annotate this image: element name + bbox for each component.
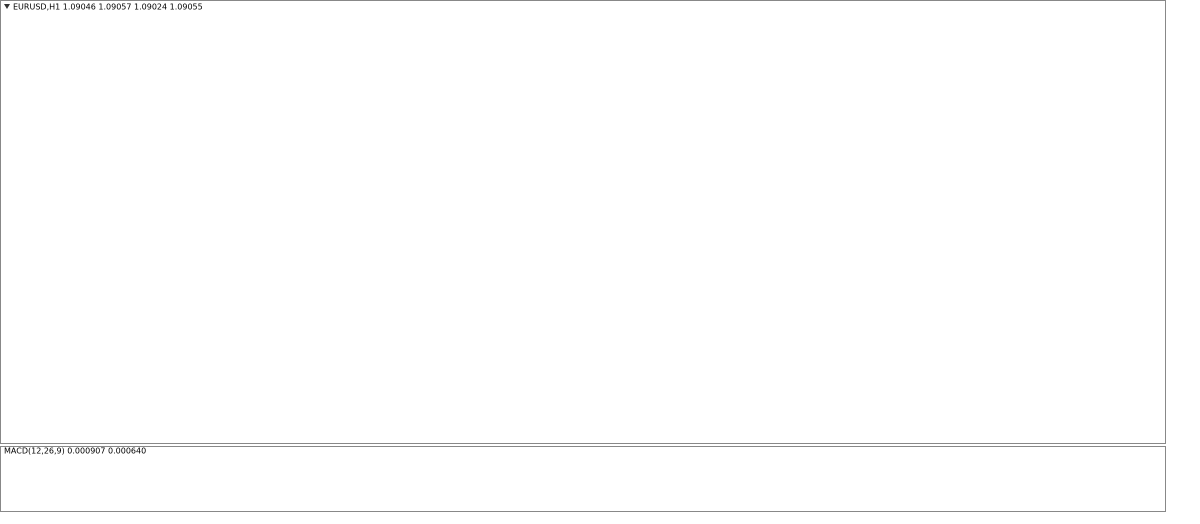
main-panel-frame [0,0,1166,444]
macd-panel-frame [0,446,1166,512]
macd-title: MACD(12,26,9) 0.000907 0.000640 [4,447,146,456]
chart-title: EURUSD,H1 1.09046 1.09057 1.09024 1.0905… [13,3,203,12]
symbol-icon [4,4,10,9]
